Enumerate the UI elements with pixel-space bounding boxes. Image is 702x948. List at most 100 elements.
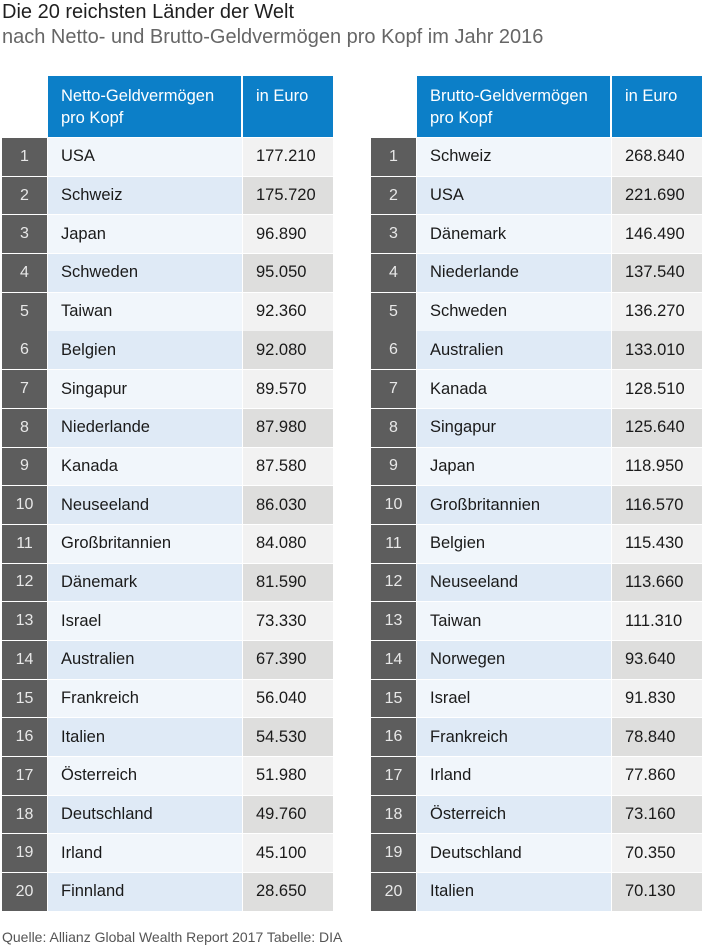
country-cell: Taiwan — [417, 602, 611, 641]
value-cell: 56.040 — [243, 679, 333, 718]
country-cell: Japan — [48, 215, 242, 254]
value-cell: 115.430 — [612, 524, 702, 563]
table-row: 15 Frankreich 56.040 — [2, 679, 333, 718]
value-cell: 73.330 — [243, 602, 333, 641]
rank-cell: 15 — [2, 679, 47, 718]
value-cell: 84.080 — [243, 524, 333, 563]
rank-cell: 17 — [2, 757, 47, 795]
rank-cell: 9 — [371, 447, 416, 486]
country-cell: USA — [417, 176, 611, 215]
value-cell: 175.720 — [243, 176, 333, 215]
country-cell: Österreich — [417, 795, 611, 834]
table-row: 11 Belgien 115.430 — [371, 524, 702, 563]
value-cell: 67.390 — [243, 640, 333, 679]
rank-cell: 6 — [371, 331, 416, 370]
rank-cell: 20 — [2, 873, 47, 911]
rank-cell: 7 — [371, 370, 416, 408]
value-cell: 91.830 — [612, 679, 702, 718]
country-cell: Singapur — [48, 370, 242, 408]
rank-cell: 14 — [2, 640, 47, 679]
country-cell: Schweiz — [417, 138, 611, 176]
brutto-column-header: Brutto-Geldvermögen pro Kopf — [417, 76, 610, 137]
rank-cell: 15 — [371, 679, 416, 718]
rank-cell: 4 — [371, 254, 416, 292]
table-row: 7 Singapur 89.570 — [2, 370, 333, 408]
value-cell: 221.690 — [612, 176, 702, 215]
country-cell: Japan — [417, 447, 611, 486]
rank-cell: 3 — [371, 215, 416, 254]
country-cell: Irland — [417, 757, 611, 795]
country-cell: Niederlande — [417, 254, 611, 292]
country-cell: Neuseeland — [48, 486, 242, 524]
country-cell: Deutschland — [48, 795, 242, 834]
rank-cell: 6 — [2, 331, 47, 370]
table-row: 20 Finnland 28.650 — [2, 873, 333, 911]
country-cell: Belgien — [417, 524, 611, 563]
value-cell: 87.980 — [243, 408, 333, 447]
table-row: 17 Österreich 51.980 — [2, 757, 333, 795]
table-row: 3 Japan 96.890 — [2, 215, 333, 254]
value-cell: 87.580 — [243, 447, 333, 486]
table-row: 6 Australien 133.010 — [371, 331, 702, 370]
value-cell: 95.050 — [243, 254, 333, 292]
country-cell: Schweiz — [48, 176, 242, 215]
rank-cell: 5 — [371, 292, 416, 331]
brutto-table-body: 1 Schweiz 268.840 2 USA 221.690 3 Dänemark 146.4… — [371, 138, 702, 912]
rank-cell: 1 — [2, 138, 47, 176]
table-row: 18 Österreich 73.160 — [371, 795, 702, 834]
value-cell: 51.980 — [243, 757, 333, 795]
table-row: 2 Schweiz 175.720 — [2, 176, 333, 215]
chart-title: Die 20 reichsten Länder der Welt — [2, 1, 295, 23]
table-row: 20 Italien 70.130 — [371, 873, 702, 911]
country-cell: Italien — [417, 873, 611, 911]
value-cell: 118.950 — [612, 447, 702, 486]
rank-cell: 10 — [2, 486, 47, 524]
value-cell: 78.840 — [612, 718, 702, 757]
table-row: 16 Frankreich 78.840 — [371, 718, 702, 757]
value-cell: 92.360 — [243, 292, 333, 331]
country-cell: USA — [48, 138, 242, 176]
brutto-unit-header: in Euro — [612, 76, 702, 137]
country-cell: Großbritannien — [48, 524, 242, 563]
rank-cell: 13 — [2, 602, 47, 641]
value-cell: 93.640 — [612, 640, 702, 679]
value-cell: 133.010 — [612, 331, 702, 370]
table-row: 4 Niederlande 137.540 — [371, 254, 702, 292]
rank-cell: 12 — [2, 563, 47, 602]
rank-cell: 1 — [371, 138, 416, 176]
rank-cell: 11 — [2, 524, 47, 563]
country-cell: Schweden — [417, 292, 611, 331]
table-row: 5 Schweden 136.270 — [371, 292, 702, 331]
netto-table-body: 1 USA 177.210 2 Schweiz 175.720 3 Japan 96.890 4 S… — [2, 138, 333, 912]
country-cell: Israel — [48, 602, 242, 641]
value-cell: 81.590 — [243, 563, 333, 602]
source-note: Quelle: Allianz Global Wealth Report 201… — [2, 929, 343, 945]
table-row: 3 Dänemark 146.490 — [371, 215, 702, 254]
country-cell: Italien — [48, 718, 242, 757]
table-row: 19 Irland 45.100 — [2, 834, 333, 873]
value-cell: 45.100 — [243, 834, 333, 873]
rank-cell: 12 — [371, 563, 416, 602]
country-cell: Frankreich — [417, 718, 611, 757]
table-row: 8 Singapur 125.640 — [371, 408, 702, 447]
country-cell: Irland — [48, 834, 242, 873]
rank-cell: 7 — [2, 370, 47, 408]
rank-cell: 17 — [371, 757, 416, 795]
country-cell: Dänemark — [417, 215, 611, 254]
table-row: 6 Belgien 92.080 — [2, 331, 333, 370]
netto-column-header: Netto-Geldvermögen pro Kopf — [48, 76, 241, 137]
table-row: 16 Italien 54.530 — [2, 718, 333, 757]
country-cell: Frankreich — [48, 679, 242, 718]
netto-unit-header: in Euro — [243, 76, 333, 137]
country-cell: Kanada — [417, 370, 611, 408]
rank-cell: 8 — [371, 408, 416, 447]
table-row: 2 USA 221.690 — [371, 176, 702, 215]
table-row: 1 Schweiz 268.840 — [371, 138, 702, 176]
value-cell: 49.760 — [243, 795, 333, 834]
value-cell: 111.310 — [612, 602, 702, 641]
value-cell: 113.660 — [612, 563, 702, 602]
rank-cell: 18 — [2, 795, 47, 834]
value-cell: 137.540 — [612, 254, 702, 292]
table-row: 19 Deutschland 70.350 — [371, 834, 702, 873]
table-row: 5 Taiwan 92.360 — [2, 292, 333, 331]
